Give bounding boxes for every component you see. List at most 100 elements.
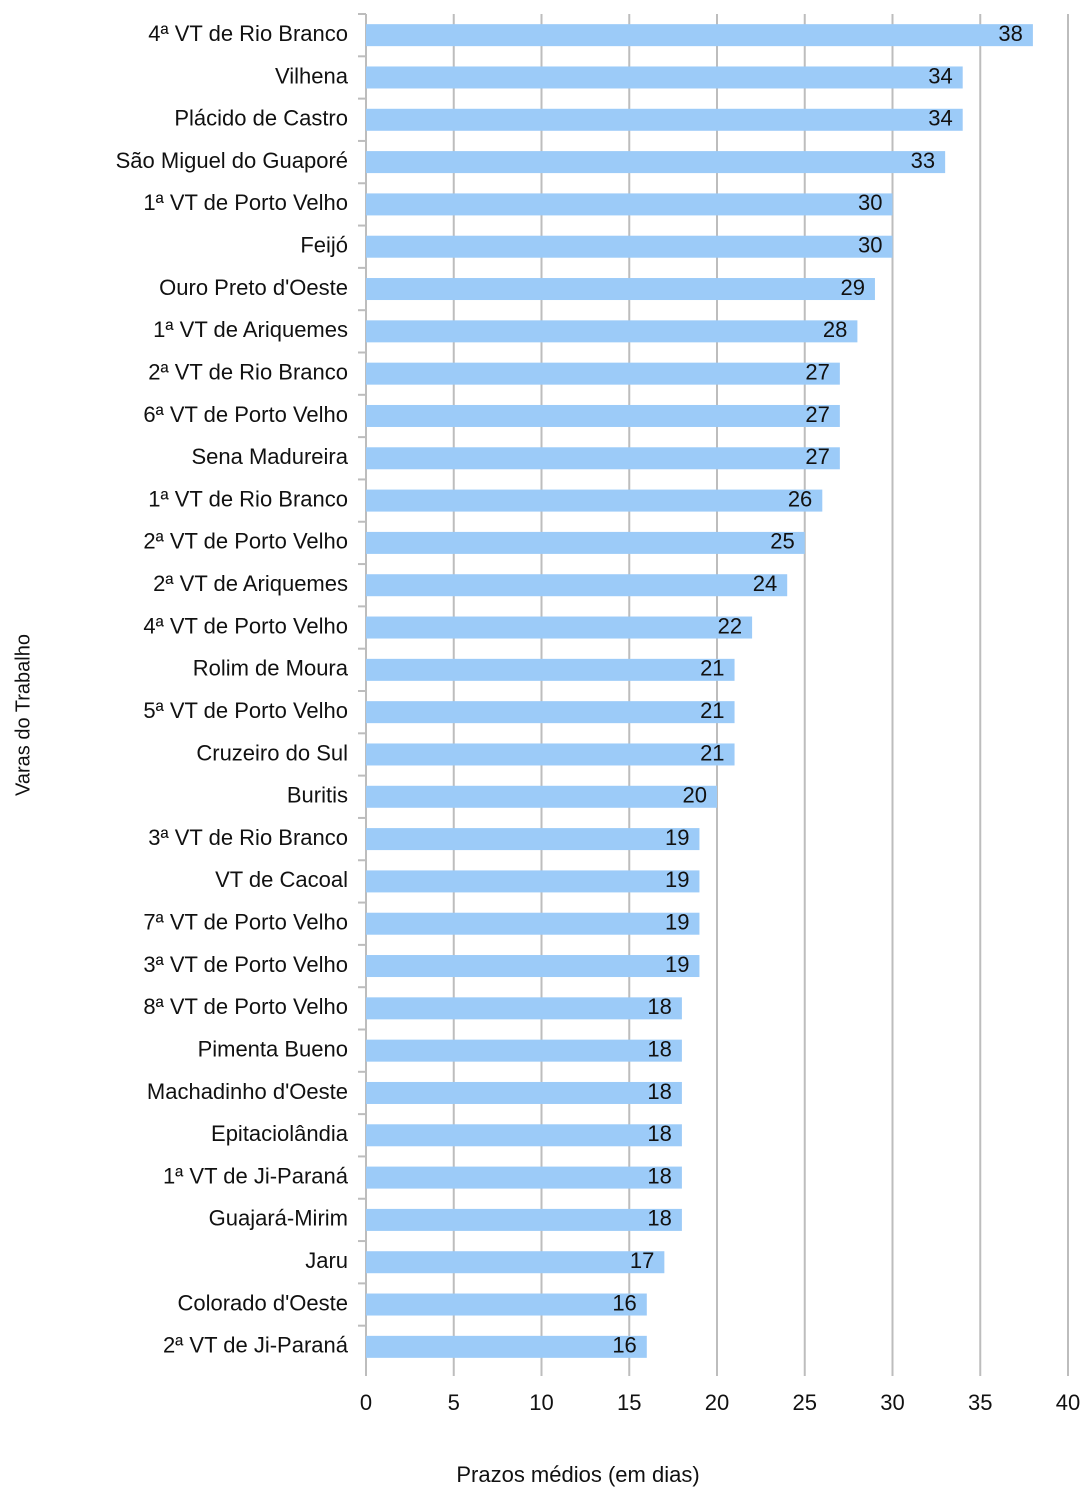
y-tick-label: 2ª VT de Ji-Paraná (163, 1333, 349, 1358)
y-tick-label: 6ª VT de Porto Velho (143, 402, 348, 427)
bar (366, 404, 840, 427)
bar (366, 66, 963, 89)
y-tick-label: 4ª VT de Porto Velho (143, 613, 348, 638)
data-label: 25 (770, 529, 794, 554)
x-tick-label: 40 (1056, 1390, 1080, 1415)
bar (366, 1124, 682, 1147)
bar (366, 278, 875, 301)
y-tick-label: Guajará-Mirim (209, 1206, 348, 1231)
bar (366, 574, 788, 597)
data-label: 30 (858, 190, 882, 215)
y-tick-label: 5ª VT de Porto Velho (143, 698, 348, 723)
data-label: 19 (665, 910, 689, 935)
y-tick-label: Pimenta Bueno (198, 1036, 348, 1061)
data-label: 18 (647, 994, 671, 1019)
y-tick-label: Machadinho d'Oeste (147, 1079, 348, 1104)
y-tick-label: Vilhena (275, 63, 349, 88)
y-axis-label: Varas do Trabalho (12, 634, 34, 796)
data-label: 22 (718, 613, 742, 638)
y-tick-label: 3ª VT de Rio Branco (148, 825, 348, 850)
data-label: 30 (858, 233, 882, 258)
data-label: 18 (647, 1121, 671, 1146)
bar (366, 701, 735, 724)
bar (366, 743, 735, 766)
data-label: 34 (928, 63, 952, 88)
x-tick-label: 30 (880, 1390, 904, 1415)
bar (366, 1251, 665, 1274)
data-label: 16 (612, 1290, 636, 1315)
bar (366, 151, 946, 174)
x-tick-label: 5 (448, 1390, 460, 1415)
x-axis-label: Prazos médios (em dias) (456, 1462, 699, 1487)
x-tick-label: 20 (705, 1390, 729, 1415)
data-label: 29 (840, 275, 864, 300)
y-tick-label: Cruzeiro do Sul (196, 740, 348, 765)
bar (366, 1039, 682, 1062)
y-tick-label: 2ª VT de Porto Velho (143, 529, 348, 554)
data-label: 27 (805, 402, 829, 427)
data-label: 20 (683, 783, 707, 808)
data-label: 18 (647, 1036, 671, 1061)
data-label: 33 (911, 148, 935, 173)
bar (366, 870, 700, 893)
bar (366, 1293, 647, 1316)
x-tick-label: 35 (968, 1390, 992, 1415)
data-label: 21 (700, 656, 724, 681)
data-label: 24 (753, 571, 777, 596)
bar (366, 1208, 682, 1231)
bar (366, 193, 893, 216)
bar (366, 531, 805, 554)
data-label: 18 (647, 1163, 671, 1188)
data-label: 16 (612, 1333, 636, 1358)
y-tick-label: São Miguel do Guaporé (116, 148, 348, 173)
bar (366, 362, 840, 385)
y-tick-label: 2ª VT de Ariquemes (153, 571, 348, 596)
y-tick-label: 8ª VT de Porto Velho (143, 994, 348, 1019)
y-tick-label: Jaru (305, 1248, 348, 1273)
bar (366, 955, 700, 978)
y-tick-label: Epitaciolândia (211, 1121, 349, 1146)
y-tick-label: Plácido de Castro (174, 106, 348, 131)
y-tick-label: Ouro Preto d'Oeste (159, 275, 348, 300)
x-tick-label: 25 (793, 1390, 817, 1415)
data-label: 21 (700, 698, 724, 723)
bar (366, 1081, 682, 1104)
y-tick-label: 4ª VT de Rio Branco (148, 21, 348, 46)
data-label: 26 (788, 486, 812, 511)
x-tick-label: 10 (529, 1390, 553, 1415)
y-tick-label: Colorado d'Oeste (177, 1290, 348, 1315)
data-label: 18 (647, 1206, 671, 1231)
bar (366, 489, 823, 512)
data-label: 34 (928, 106, 952, 131)
bar (366, 1166, 682, 1189)
bar (366, 658, 735, 681)
data-label: 18 (647, 1079, 671, 1104)
y-tick-label: 1ª VT de Porto Velho (143, 190, 348, 215)
data-label: 27 (805, 444, 829, 469)
data-label: 21 (700, 740, 724, 765)
data-label: 19 (665, 825, 689, 850)
bar (366, 24, 1033, 47)
bar (366, 616, 753, 639)
bar (366, 320, 858, 343)
y-tick-label: 2ª VT de Rio Branco (148, 359, 348, 384)
bar (366, 828, 700, 851)
y-tick-label: 7ª VT de Porto Velho (143, 910, 348, 935)
y-tick-label: 3ª VT de Porto Velho (143, 952, 348, 977)
y-tick-label: Feijó (300, 233, 348, 258)
y-tick-label: VT de Cacoal (215, 867, 348, 892)
y-tick-label: Buritis (287, 783, 348, 808)
bar (366, 447, 840, 470)
bar (366, 912, 700, 935)
x-tick-label: 0 (360, 1390, 372, 1415)
data-label: 27 (805, 359, 829, 384)
bar (366, 108, 963, 131)
y-tick-label: 1ª VT de Rio Branco (148, 486, 348, 511)
data-label: 17 (630, 1248, 654, 1273)
data-label: 19 (665, 867, 689, 892)
y-tick-label: 1ª VT de Ji-Paraná (163, 1163, 349, 1188)
x-tick-label: 15 (617, 1390, 641, 1415)
y-tick-label: Sena Madureira (191, 444, 348, 469)
y-tick-label: Rolim de Moura (193, 656, 349, 681)
